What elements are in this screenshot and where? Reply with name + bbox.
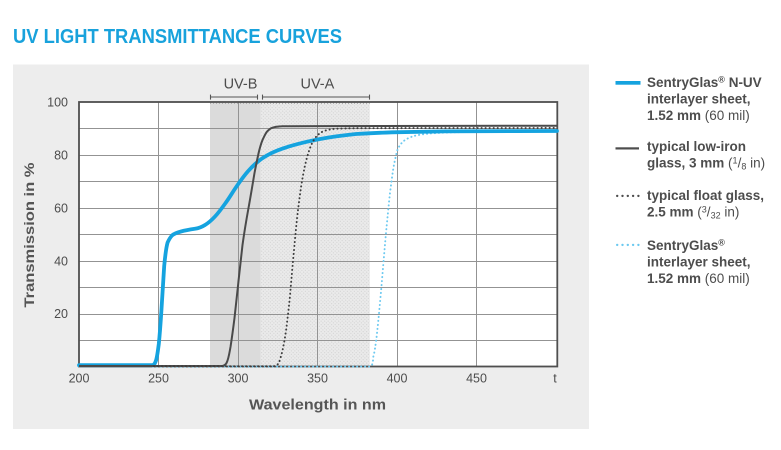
svg-text:typical float glass,: typical float glass, [647,188,764,203]
svg-text:UV-A: UV-A [300,77,334,93]
svg-text:UV LIGHT TRANSMITTANCE CURVES: UV LIGHT TRANSMITTANCE CURVES [13,25,342,48]
svg-text:SentryGlas®: SentryGlas® [647,238,725,254]
svg-text:glass, 3 mm (1/8 in): glass, 3 mm (1/8 in) [647,156,765,172]
svg-text:typical low-iron: typical low-iron [647,139,746,154]
svg-text:SentryGlas® N-UV: SentryGlas® N-UV [647,75,762,91]
svg-text:Wavelength in nm: Wavelength in nm [249,398,386,414]
svg-text:300: 300 [228,372,249,386]
svg-text:200: 200 [69,372,90,386]
svg-text:interlayer sheet,: interlayer sheet, [647,255,751,270]
svg-text:60: 60 [54,201,68,215]
svg-text:1.52 mm (60 mil): 1.52 mm (60 mil) [647,108,750,123]
svg-text:350: 350 [307,372,328,386]
svg-text:20: 20 [54,307,68,321]
svg-text:UV-B: UV-B [224,77,258,93]
svg-text:80: 80 [54,148,68,162]
svg-text:40: 40 [54,254,68,268]
svg-text:1.52 mm (60 mil): 1.52 mm (60 mil) [647,271,750,286]
svg-text:450: 450 [466,372,487,386]
svg-text:interlayer sheet,: interlayer sheet, [647,92,751,107]
svg-text:t: t [553,372,557,386]
svg-text:100: 100 [47,96,68,110]
svg-text:400: 400 [387,372,408,386]
svg-text:Transmission in %: Transmission in % [21,162,37,308]
svg-text:250: 250 [148,372,169,386]
svg-text:2.5 mm (3/32 in): 2.5 mm (3/32 in) [647,205,739,221]
